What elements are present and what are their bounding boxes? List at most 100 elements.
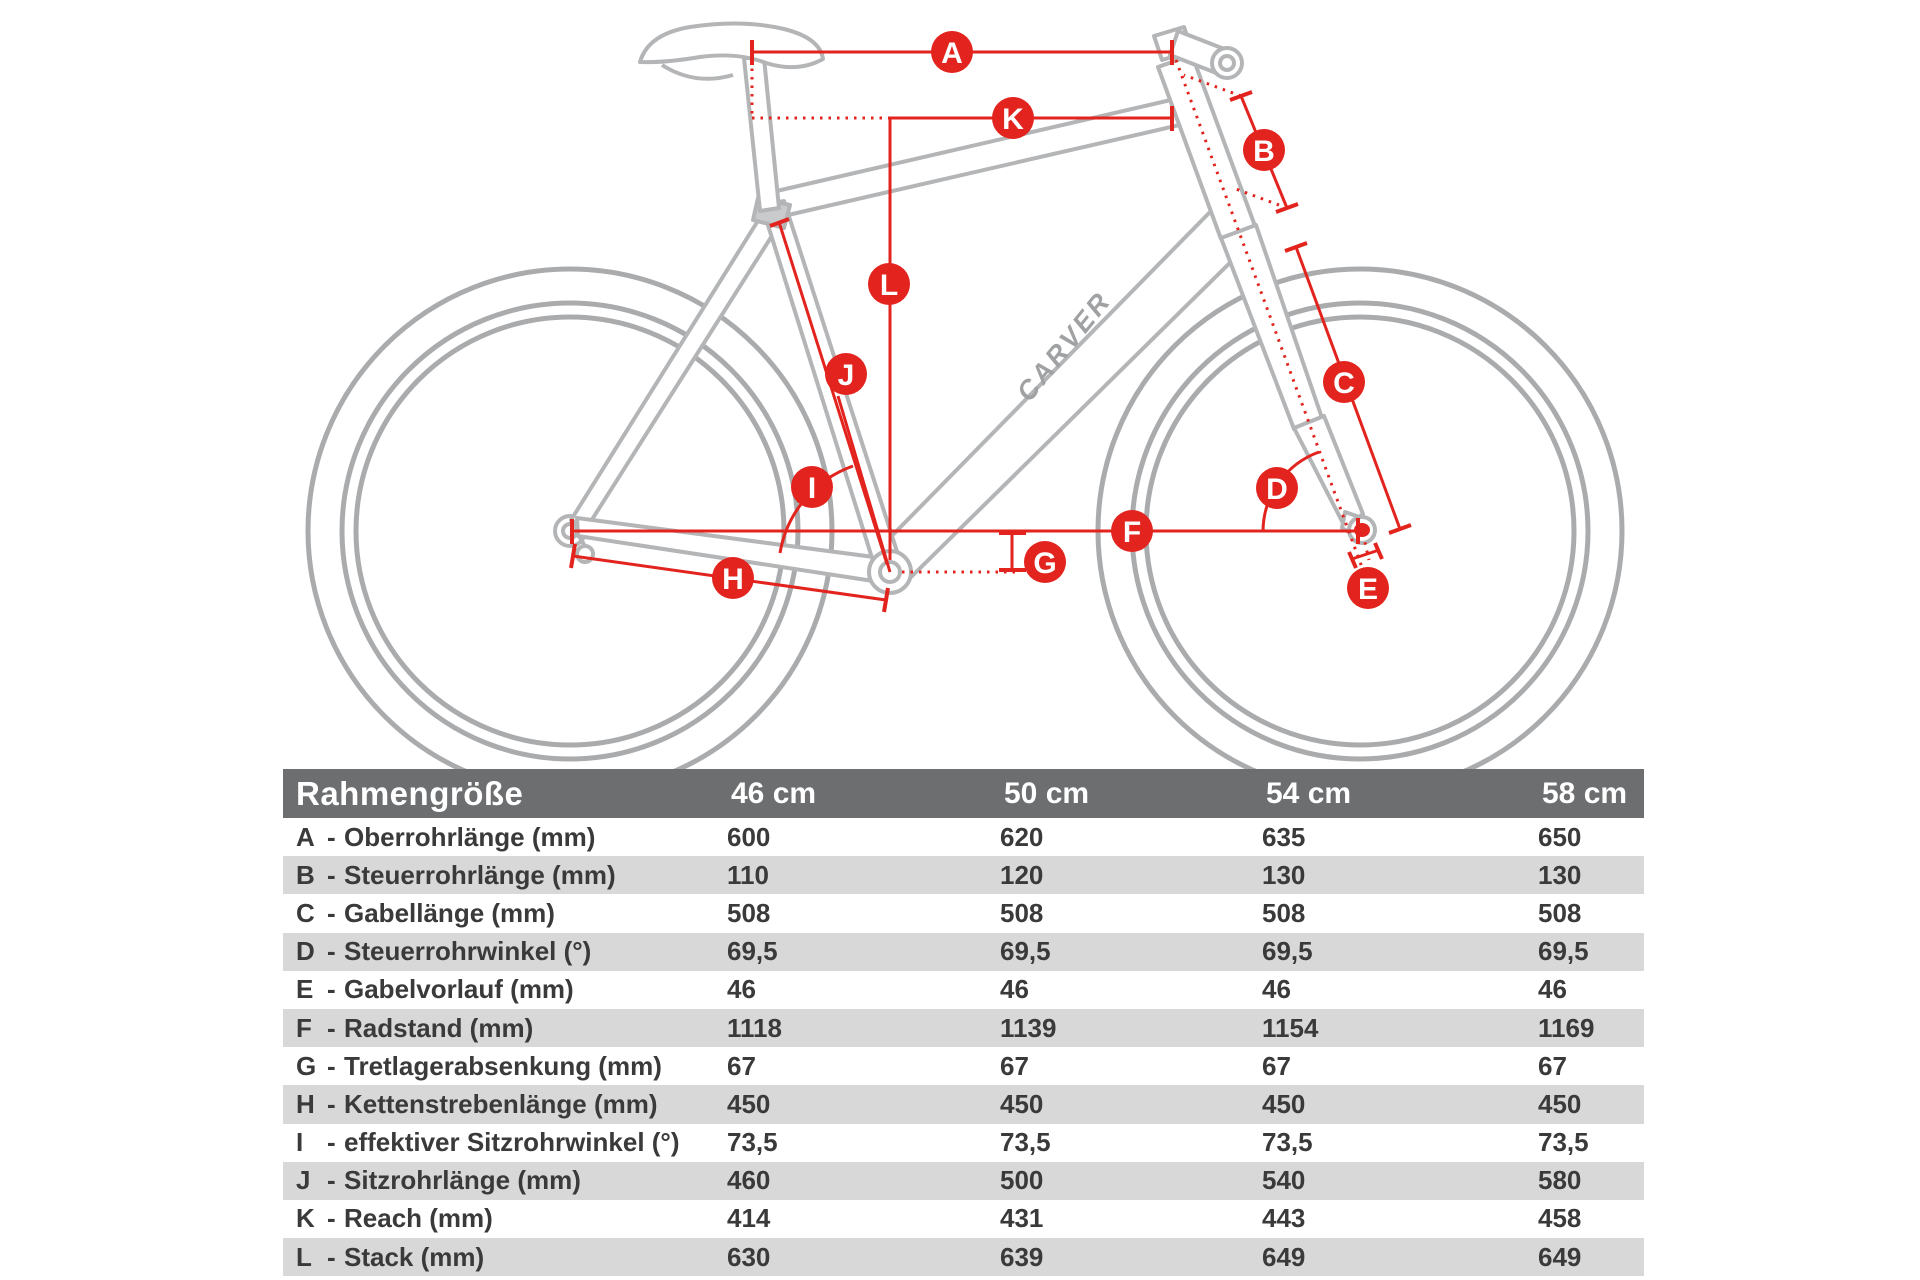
saddle-rail [660,63,734,81]
row-separator: - [327,1050,336,1081]
svg-text:B: B [1253,135,1275,168]
row-letter: D [296,936,315,967]
row-value: 649 [1262,1241,1306,1272]
row-value: 600 [727,821,771,852]
svg-text:A: A [941,37,963,70]
row-value: 46 [1000,974,1029,1005]
fork-upper [1219,223,1324,431]
row-value: 450 [1262,1088,1306,1119]
row-label: Sitzrohrlänge (mm) [344,1165,581,1196]
row-value: 1139 [1000,1012,1057,1043]
table-row: F - Radstand (mm) 1118 1139 1154 1169 [283,1008,1644,1048]
steering-axis [1174,59,1373,593]
row-value: 130 [1262,859,1306,890]
row-value: 508 [1262,897,1306,928]
row-separator: - [327,1012,336,1043]
svg-text:J: J [838,359,855,392]
row-value: 120 [1000,859,1044,890]
head-tube [1156,53,1257,241]
row-value: 110 [727,859,769,890]
row-value: 500 [1000,1165,1044,1196]
row-label: Gabellänge (mm) [344,897,555,928]
seat-stay [569,209,784,531]
row-value: 46 [1538,974,1567,1005]
row-value: 73,5 [1262,1127,1313,1158]
row-letter: G [296,1050,317,1081]
row-value: 635 [1262,821,1306,852]
row-value: 450 [727,1088,771,1119]
table-header: Rahmengröße 46 cm 50 cm 54 cm 58 cm [283,769,1644,818]
row-value: 508 [727,897,771,928]
row-separator: - [327,1203,336,1234]
row-value: 69,5 [727,936,778,967]
row-value: 639 [1000,1241,1044,1272]
row-value: 650 [1538,821,1582,852]
row-value: 67 [1000,1050,1029,1081]
row-value: 69,5 [1538,936,1589,967]
table-row: K - Reach (mm) 414 431 443 458 [283,1199,1644,1239]
seatpost [742,56,781,213]
table-row: E - Gabelvorlauf (mm) 46 46 46 46 [283,970,1644,1009]
dim-marker-e: E [1347,567,1389,609]
row-separator: - [327,859,336,890]
row-separator: - [327,1241,336,1272]
dim-marker-b: B [1243,129,1285,171]
row-separator: - [327,1088,336,1119]
row-value: 630 [727,1241,771,1272]
row-value: 1169 [1538,1012,1595,1043]
row-value: 1118 [727,1012,782,1043]
row-label: Tretlagerabsenkung (mm) [344,1050,662,1081]
svg-text:D: D [1266,473,1288,506]
row-letter: I [296,1127,304,1158]
row-separator: - [327,897,336,928]
dim-marker-h: H [712,557,754,599]
col-header-58: 58 cm [1542,776,1628,810]
row-value: 443 [1262,1203,1306,1234]
row-letter: F [296,1012,312,1043]
row-letter: L [296,1241,312,1272]
table-row: A - Oberrohrlänge (mm) 600 620 635 650 [283,818,1644,857]
row-separator: - [327,1165,336,1196]
row-separator: - [327,821,336,852]
row-letter: K [296,1203,315,1234]
svg-text:I: I [808,472,816,505]
dimension-markers: A K B L J C I D G F E H [712,31,1389,609]
table-row: D - Steuerrohrwinkel (°) 69,5 69,5 69,5 69… [283,932,1644,971]
row-value: 67 [727,1050,756,1081]
svg-text:C: C [1333,367,1355,400]
row-label: Radstand (mm) [344,1012,534,1043]
row-value: 1154 [1262,1012,1319,1043]
svg-text:G: G [1033,547,1056,580]
row-value: 73,5 [1538,1127,1589,1158]
dim-marker-k: K [992,97,1034,139]
row-label: Steuerrohrlänge (mm) [344,859,616,890]
fork-lower [1292,414,1365,529]
table-row: C - Gabellänge (mm) 508 508 508 508 [283,894,1644,933]
svg-text:L: L [880,269,898,302]
row-letter: C [296,897,315,928]
dim-e-line [1351,548,1380,561]
row-value: 67 [1538,1050,1567,1081]
row-value: 508 [1538,897,1582,928]
row-value: 450 [1538,1088,1582,1119]
row-value: 67 [1262,1050,1291,1081]
dim-marker-g: G [1024,541,1066,583]
row-value: 69,5 [1000,936,1051,967]
bike-frame [553,21,1377,595]
dim-marker-c: C [1323,361,1365,403]
geometry-table: Rahmengröße 46 cm 50 cm 54 cm 58 cm A - Ob… [283,769,1644,1277]
row-value: 69,5 [1262,936,1313,967]
dim-marker-f: F [1111,510,1153,552]
row-value: 620 [1000,821,1044,852]
row-letter: E [296,974,314,1005]
row-label: Kettenstrebenlänge (mm) [344,1088,658,1119]
row-separator: - [327,936,336,967]
row-label: Reach (mm) [344,1203,493,1234]
row-value: 458 [1538,1203,1582,1234]
table-title: Rahmengröße [296,774,524,812]
row-value: 460 [727,1165,771,1196]
bike-geometry-diagram: CARVER [305,21,1625,796]
row-value: 46 [1262,974,1291,1005]
svg-text:K: K [1002,103,1024,136]
row-value: 508 [1000,897,1044,928]
